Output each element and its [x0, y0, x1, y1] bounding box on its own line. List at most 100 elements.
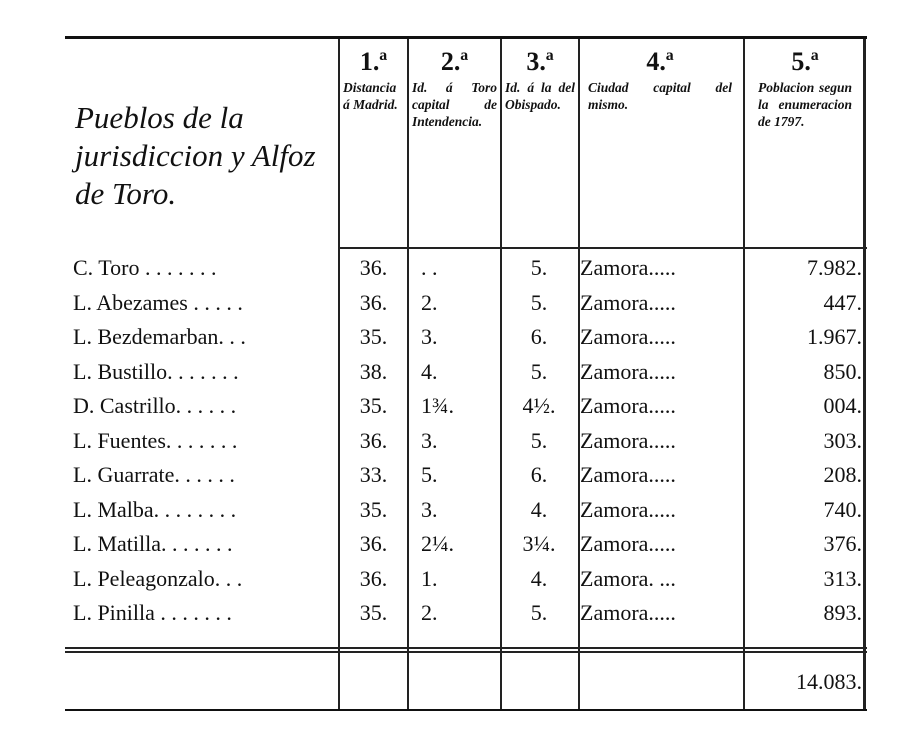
- population: 740.: [823, 496, 863, 522]
- distance-madrid: 36.: [359, 255, 388, 280]
- distance-obispado: 5.: [530, 358, 548, 384]
- distance-madrid: 38.: [359, 358, 388, 384]
- distance-obispado: 4½.: [522, 393, 556, 418]
- distance-madrid: 36.: [359, 289, 388, 315]
- distance-toro: 3.: [421, 324, 438, 349]
- town-name: L. Bustillo. . . . . . .: [73, 358, 239, 384]
- distance-toro: 2.: [421, 289, 438, 315]
- column-number: 1.ª: [359, 47, 388, 76]
- table-row: L. Fuentes. . . . . . . 36. 3. 5. Zamora....…: [65, 424, 867, 459]
- capital-city: Zamora.....: [580, 496, 676, 522]
- distance-obispado: 6.: [530, 462, 548, 487]
- town-name: L. Peleagonzalo. . .: [73, 565, 243, 591]
- distance-toro: 1¾.: [421, 393, 454, 418]
- capital-city: Zamora.....: [580, 427, 676, 453]
- town-name: D. Castrillo. . . . . .: [73, 393, 237, 418]
- column-number: 4.ª: [646, 47, 674, 76]
- distance-toro: 4.: [421, 358, 438, 384]
- total-divider: [65, 651, 867, 653]
- table-row: L. Guarrate. . . . . . 33. 5. 6. Zamora.....…: [65, 458, 867, 493]
- population: 004.: [823, 393, 863, 418]
- population: 1.967.: [807, 324, 862, 349]
- table-row: L. Malba. . . . . . . . 35. 3. 4. Zamora....…: [65, 493, 867, 528]
- header-divider: [338, 247, 867, 249]
- distance-obispado: 6.: [530, 324, 548, 349]
- town-name: L. Malba. . . . . . . .: [73, 496, 237, 522]
- distance-obispado: 5.: [530, 255, 548, 280]
- population: 208.: [823, 462, 863, 487]
- column-label: Ciudad capital del mismo.: [588, 80, 732, 112]
- capital-city: Zamora.....: [580, 462, 676, 487]
- distance-madrid: 35.: [359, 324, 388, 349]
- column-divider: [338, 39, 340, 709]
- distance-madrid: 35.: [359, 393, 388, 418]
- distance-madrid: 33.: [359, 462, 388, 487]
- population: 7.982.: [807, 255, 862, 280]
- column-header-3: 3.ª Id. á la del Obispado.: [502, 45, 578, 113]
- table-title: Pueblos de la jurisdiccion y Alfoz de To…: [75, 100, 316, 211]
- distance-obispado: 5.: [530, 427, 548, 453]
- table-row: L. Peleagonzalo. . . 36. 1. 4. Zamora. ... 31…: [65, 562, 867, 597]
- town-name: L. Guarrate. . . . . .: [73, 462, 235, 487]
- distance-toro: 2.: [421, 600, 438, 625]
- table-row: D. Castrillo. . . . . . 35. 1¾. 4½. Zamora..…: [65, 389, 867, 424]
- distance-toro: . .: [421, 255, 438, 280]
- table-row: L. Bustillo. . . . . . . 38. 4. 5. Zamora...…: [65, 355, 867, 390]
- distance-obispado: 4.: [530, 565, 548, 591]
- distance-obispado: 3¼.: [522, 531, 556, 556]
- table-row: C. Toro . . . . . . . 36. . . 5. Zamora.....…: [65, 251, 867, 286]
- distance-obispado: 5.: [530, 600, 548, 625]
- population: 850.: [823, 358, 863, 384]
- capital-city: Zamora. ...: [580, 565, 676, 591]
- population-total: 14.083.: [796, 669, 862, 694]
- column-label: Id. á Toro capital de Intendencia.: [412, 80, 497, 129]
- population: 303.: [823, 427, 863, 453]
- column-divider: [500, 39, 502, 709]
- town-name: L. Fuentes. . . . . . .: [73, 427, 238, 453]
- table-row: L. Pinilla . . . . . . . 35. 2. 5. Zamora...…: [65, 596, 867, 631]
- distance-madrid: 35.: [359, 496, 388, 522]
- column-number: 3.ª: [526, 47, 554, 76]
- town-name: L. Matilla. . . . . . .: [73, 531, 233, 556]
- table-row: L. Bezdemarban. . . 35. 3. 6. Zamora..... 1.9…: [65, 320, 867, 355]
- column-header-2: 2.ª Id. á Toro capital de Intendencia.: [409, 45, 500, 130]
- distance-obispado: 5.: [530, 289, 548, 315]
- column-divider: [578, 39, 580, 709]
- capital-city: Zamora.....: [580, 255, 676, 280]
- capital-city: Zamora.....: [580, 531, 676, 556]
- town-name: L. Pinilla . . . . . . .: [73, 600, 232, 625]
- population: 376.: [823, 531, 863, 556]
- column-number: 5.ª: [791, 47, 819, 76]
- capital-city: Zamora.....: [580, 393, 676, 418]
- column-divider: [863, 39, 866, 709]
- town-name: L. Bezdemarban. . .: [73, 324, 246, 349]
- population: 447.: [823, 289, 863, 315]
- capital-city: Zamora.....: [580, 600, 676, 625]
- distance-obispado: 4.: [530, 496, 548, 522]
- distance-toro: 3.: [421, 427, 438, 453]
- distance-madrid: 36.: [359, 427, 388, 453]
- population: 313.: [823, 565, 863, 591]
- column-divider: [407, 39, 409, 709]
- distance-madrid: 36.: [359, 565, 388, 591]
- population-table: Pueblos de la jurisdiccion y Alfoz de To…: [65, 36, 867, 711]
- distance-madrid: 35.: [359, 600, 388, 625]
- total-divider: [65, 647, 867, 649]
- capital-city: Zamora.....: [580, 358, 676, 384]
- capital-city: Zamora.....: [580, 324, 676, 349]
- column-label: Distancia á Madrid.: [343, 80, 398, 112]
- table-row: L. Matilla. . . . . . . 36. 2¼. 3¼. Zamora..…: [65, 527, 867, 562]
- distance-madrid: 36.: [359, 531, 388, 556]
- distance-toro: 5.: [421, 462, 438, 487]
- population: 893.: [823, 600, 863, 625]
- distance-toro: 3.: [421, 496, 438, 522]
- column-divider: [743, 39, 745, 709]
- column-header-5: 5.ª Poblacion segun la enumeracion de 17…: [755, 45, 855, 130]
- column-label: Poblacion segun la enumeracion de 1797.: [758, 80, 852, 129]
- town-name: L. Abezames . . . . .: [73, 289, 243, 315]
- column-label: Id. á la del Obispado.: [505, 80, 575, 112]
- distance-toro: 2¼.: [421, 531, 454, 556]
- column-number: 2.ª: [440, 47, 469, 76]
- column-header-4: 4.ª Ciudad capital del mismo.: [585, 45, 735, 113]
- capital-city: Zamora.....: [580, 289, 676, 315]
